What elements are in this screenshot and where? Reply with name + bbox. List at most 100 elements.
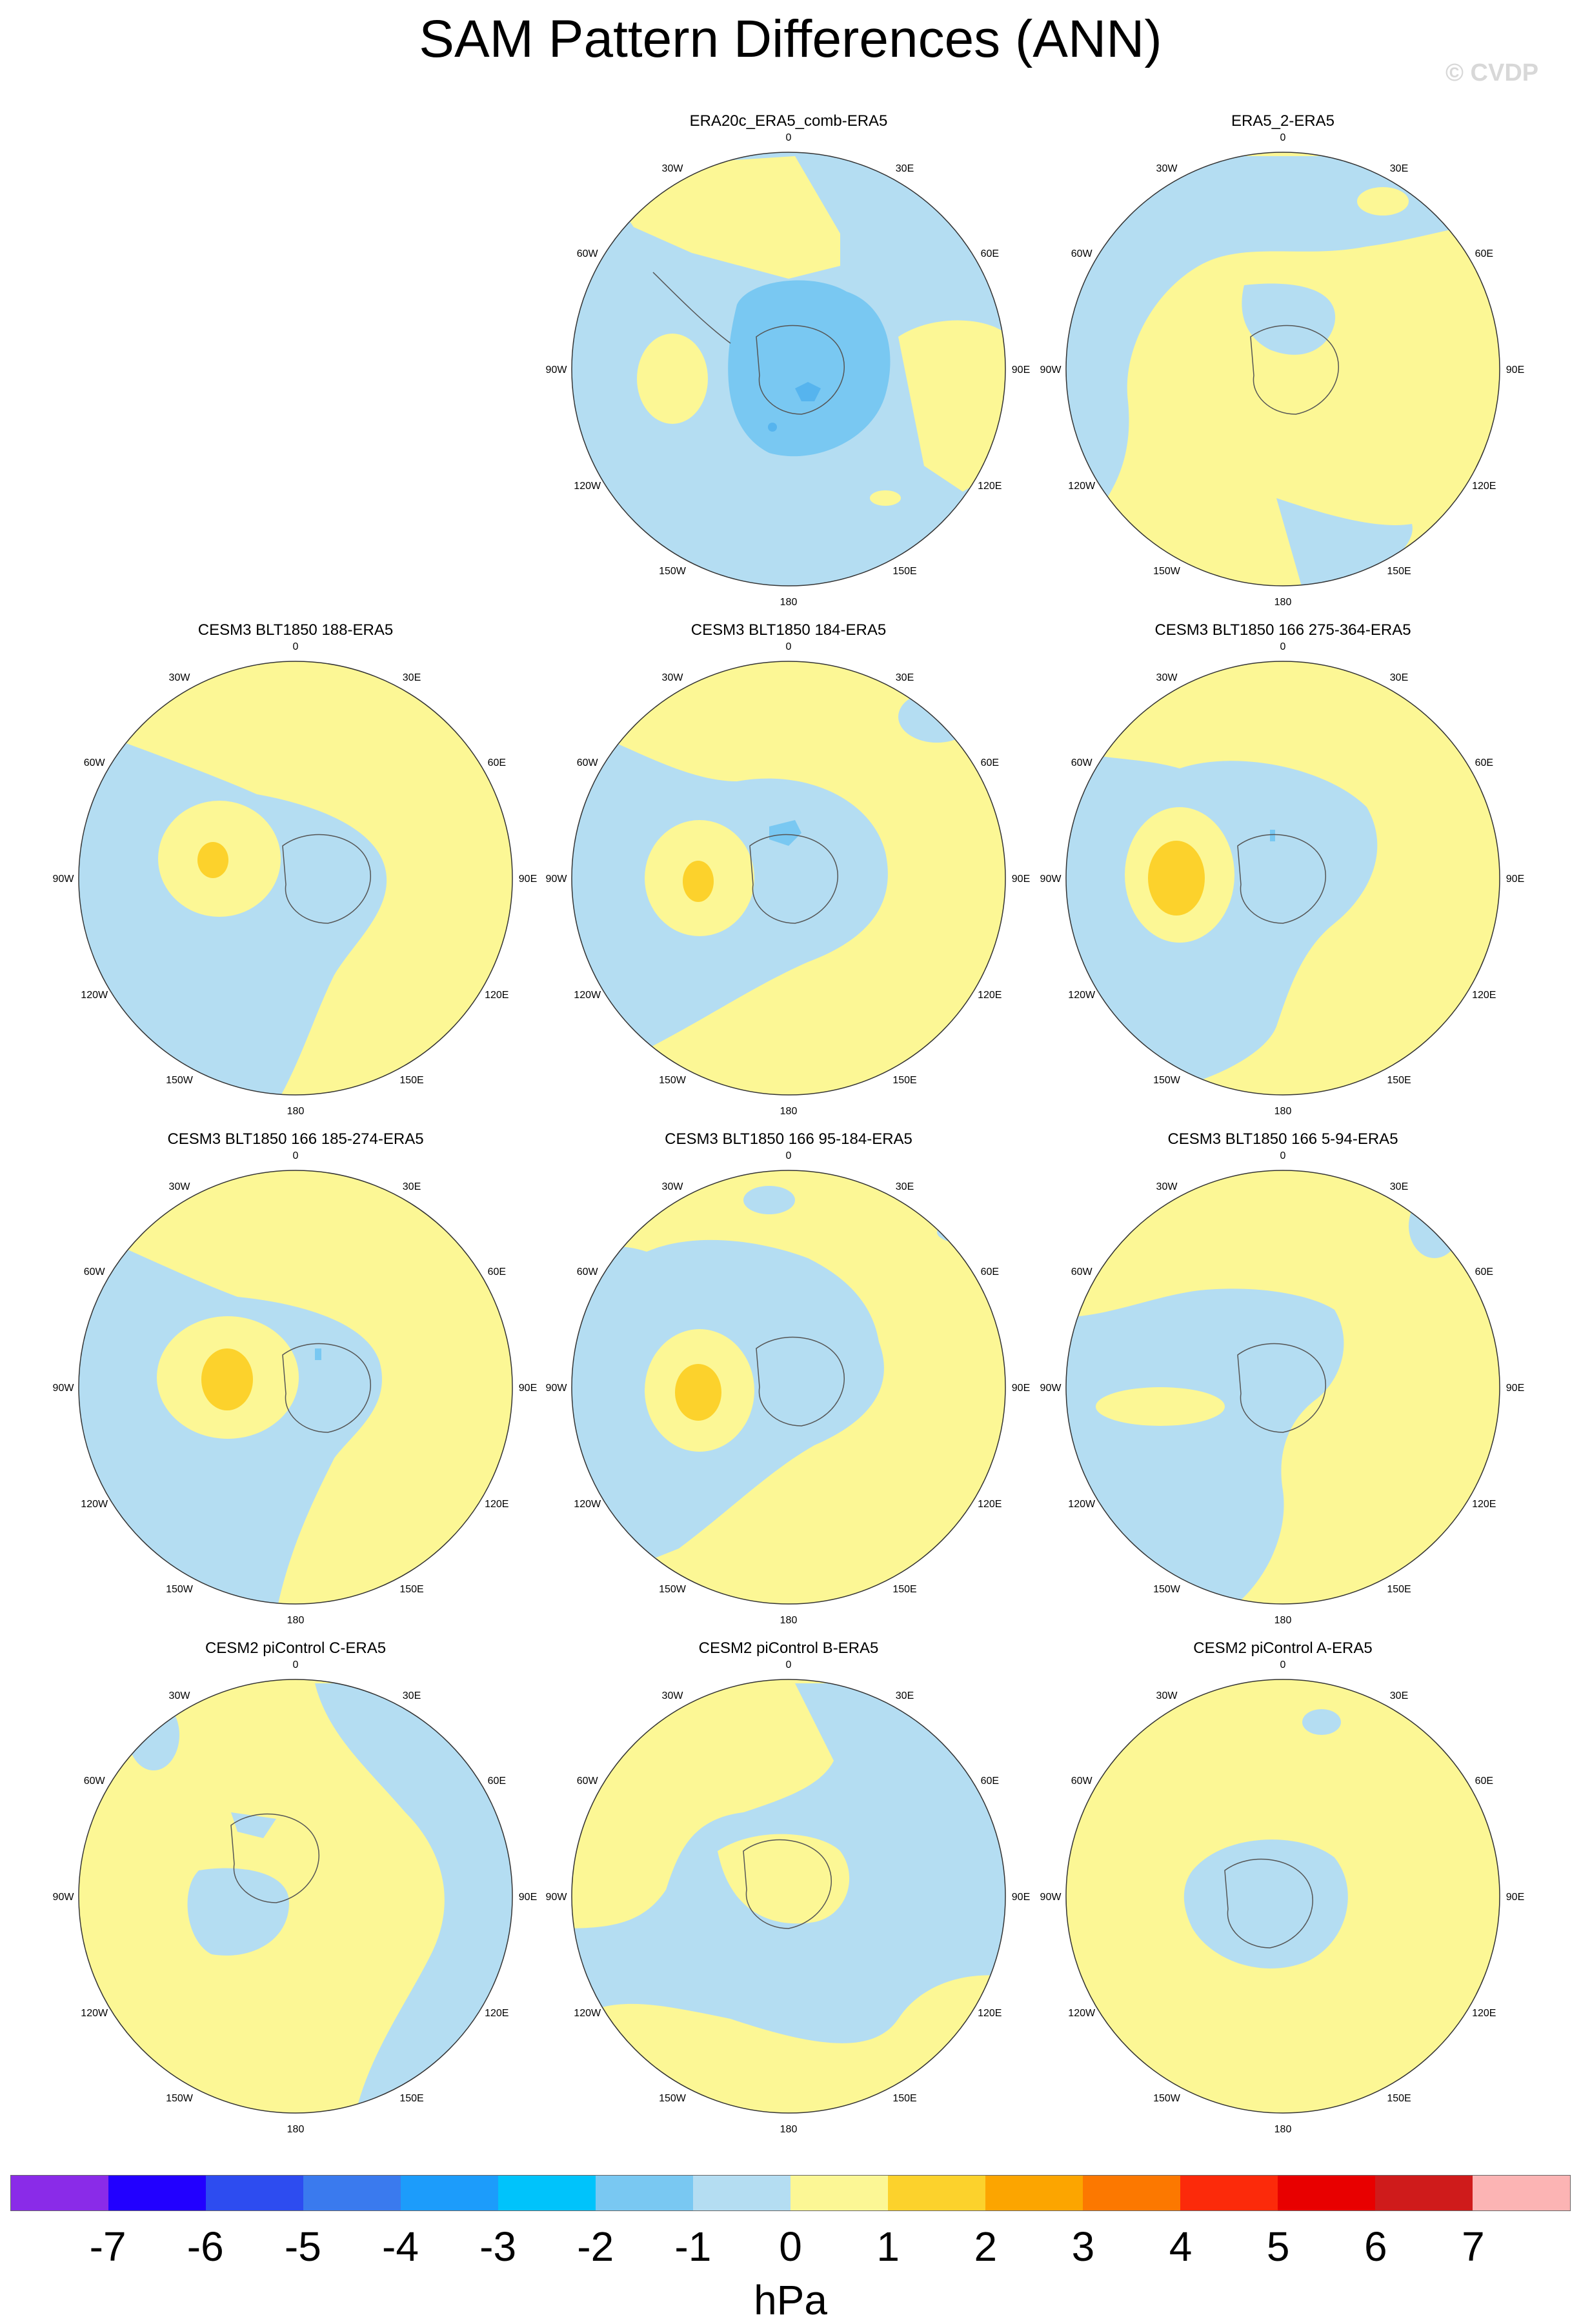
credit-watermark: © CVDP [1445, 59, 1539, 86]
longitude-label: 30E [1390, 163, 1408, 174]
negative-region-strongest [768, 423, 777, 432]
positive-region-strong [1148, 841, 1205, 916]
longitude-label: 60E [488, 757, 506, 768]
panel-title: CESM3 BLT1850 188-ERA5 [197, 621, 394, 639]
coastline [652, 272, 731, 344]
longitude-label: 180 [780, 2124, 798, 2135]
longitude-label: 120E [485, 990, 509, 1001]
longitude-label: 30W [662, 163, 684, 174]
colorbar-segment [985, 2176, 1083, 2210]
longitude-label: 120W [1068, 1499, 1096, 1510]
longitude-label: 60E [981, 757, 999, 768]
longitude-label: 30W [169, 672, 191, 683]
longitude-label: 30E [403, 672, 421, 683]
map-panel: ERA5_2-ERA5 0 30E 60E 90E 120E 150E 180 150W 120… [1031, 112, 1535, 609]
longitude-label: 30E [896, 672, 914, 683]
longitude-label: 30W [1156, 1690, 1178, 1701]
colorbar-tick-label: 0 [779, 2223, 802, 2270]
map-boundary [1065, 1679, 1500, 2114]
panel-title: CESM2 piControl A-ERA5 [1193, 1639, 1373, 1657]
map-boundary [571, 1679, 1006, 2114]
longitude-label: 180 [1274, 1615, 1292, 1626]
antarctica-coast [743, 1839, 832, 1929]
antarctica-coast [230, 1813, 319, 1903]
longitude-label: 120E [1472, 2008, 1496, 2019]
map-panel: CESM2 piControl C-ERA5 0 30E 60E 90E 120E 150… [44, 1639, 547, 2136]
colorbar-tick-label: 2 [974, 2223, 998, 2270]
map-panel: CESM3 BLT1850 166 185-274-ERA5 0 30E 60E 90… [44, 1130, 547, 1627]
negative-region-strong [315, 1348, 321, 1360]
negative-region [1044, 1785, 1065, 1812]
longitude-label: 60E [1475, 1267, 1493, 1277]
longitude-label: 150W [1153, 566, 1181, 577]
longitude-label: 150W [1153, 2093, 1181, 2104]
longitude-label: 150E [399, 2093, 423, 2104]
colorbar-tick-label: -2 [577, 2223, 614, 2270]
longitude-label: 150W [659, 566, 687, 577]
negative-region-strong [728, 280, 891, 457]
panel-title: CESM2 piControl C-ERA5 [205, 1639, 387, 1657]
colorbar-segment [596, 2176, 693, 2210]
longitude-label: 120W [1068, 990, 1096, 1001]
longitude-label: 90E [519, 1383, 537, 1394]
longitude-label: 150E [1387, 1584, 1411, 1595]
map-panel: ERA20c_ERA5_comb-ERA5 0 30E 60E 90E 120E 150E… [537, 112, 1040, 609]
longitude-label: 150E [892, 566, 916, 577]
longitude-label: 150W [659, 1075, 687, 1086]
longitude-label: 90W [546, 1892, 568, 1903]
antarctica-coast [282, 1343, 371, 1433]
longitude-label: 120E [1472, 990, 1496, 1001]
longitude-label: 60E [488, 1776, 506, 1787]
positive-region-strong [683, 861, 714, 902]
longitude-label: 60W [84, 757, 106, 768]
longitude-label: 150W [166, 2093, 194, 2104]
longitude-label: 150E [892, 1075, 916, 1086]
longitude-label: 30W [169, 1690, 191, 1701]
longitude-label: 30W [1156, 672, 1178, 683]
negative-region [1242, 283, 1336, 355]
negative-region [743, 1186, 795, 1214]
antarctica-coast [749, 834, 838, 924]
longitude-label: 0 [293, 1150, 299, 1161]
colorbar-segment [790, 2176, 888, 2210]
polar-map: 0 30E 60E 90E 120E 150E 180 150W 120W 90W 60W 30W [546, 1659, 1031, 2135]
longitude-label: 150E [1387, 2093, 1411, 2104]
longitude-label: 120W [574, 481, 601, 492]
longitude-label: 90W [53, 1383, 75, 1394]
positive-region-strong [201, 1348, 253, 1410]
panel-title: CESM3 BLT1850 166 185-274-ERA5 [167, 1130, 424, 1148]
longitude-label: 180 [1274, 597, 1292, 608]
longitude-label: 0 [293, 641, 299, 652]
longitude-label: 60W [84, 1267, 106, 1277]
longitude-label: 60W [577, 248, 599, 259]
longitude-label: 150E [399, 1584, 423, 1595]
longitude-label: 180 [1274, 2124, 1292, 2135]
negative-region [128, 1699, 179, 1770]
longitude-label: 30W [169, 1181, 191, 1192]
longitude-label: 90W [546, 1383, 568, 1394]
polar-map: 0 30E 60E 90E 120E 150E 180 150W 120W 90W 60W 30W [1040, 641, 1525, 1117]
longitude-label: 120W [81, 2008, 108, 2019]
colorbar-units: hPa [754, 2277, 827, 2323]
longitude-label: 60E [488, 1267, 506, 1277]
longitude-label: 90E [1506, 1892, 1524, 1903]
longitude-label: 150E [1387, 566, 1411, 577]
panel-title: CESM3 BLT1850 184-ERA5 [690, 621, 887, 639]
map-panel: CESM3 BLT1850 188-ERA5 0 30E 60E 90E 120E 150… [44, 621, 547, 1118]
colorbar-segment [11, 2176, 108, 2210]
longitude-label: 120E [1472, 1499, 1496, 1510]
panel-title: CESM3 BLT1850 166 5-94-ERA5 [1167, 1130, 1398, 1148]
positive-region [637, 334, 708, 424]
longitude-label: 0 [1280, 1659, 1286, 1670]
longitude-label: 120W [574, 2008, 601, 2019]
longitude-label: 90W [1040, 1892, 1062, 1903]
positive-region-strong [197, 842, 228, 878]
panel-title: ERA5_2-ERA5 [1231, 112, 1335, 130]
longitude-label: 120W [81, 1499, 108, 1510]
longitude-label: 90W [53, 874, 75, 885]
longitude-label: 150W [166, 1584, 194, 1595]
colorbar-segment [303, 2176, 401, 2210]
colorbar-segment [1473, 2176, 1570, 2210]
polar-map: 0 30E 60E 90E 120E 150E 180 150W 120W 90W 60W 30W [546, 132, 1031, 608]
longitude-label: 150W [659, 1584, 687, 1595]
